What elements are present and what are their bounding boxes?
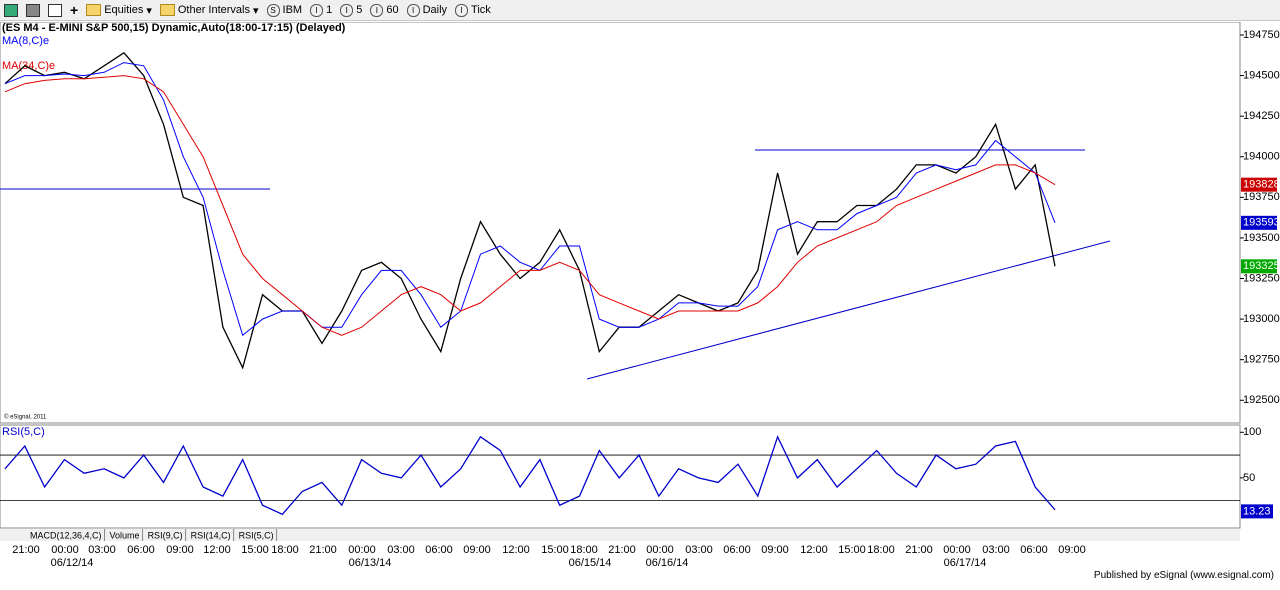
toolbar-label[interactable]: Equities bbox=[104, 4, 144, 16]
watermark: © eSignal, 2011 bbox=[4, 414, 47, 421]
toolbar-label[interactable]: 60 bbox=[386, 4, 399, 16]
x-tick-label: 03:00 bbox=[685, 544, 713, 556]
y-tick-label: 100 bbox=[1243, 426, 1261, 438]
footer: Published by eSignal (www.esignal.com) bbox=[1093, 570, 1274, 581]
y-tick-label: 193500 bbox=[1243, 232, 1280, 244]
price-marker bbox=[1241, 259, 1277, 274]
last-value-marker bbox=[1241, 504, 1273, 519]
toolbar-button[interactable]: I Daily bbox=[406, 3, 448, 17]
x-tick-label: 18:00 bbox=[271, 544, 299, 556]
price-marker-label: 193593 bbox=[1243, 217, 1280, 229]
x-tick-label: 21:00 bbox=[12, 544, 40, 556]
series-line bbox=[4, 62, 1056, 337]
toolbar-button[interactable]: I 60 bbox=[370, 3, 399, 17]
y-tick-label: 192750 bbox=[1243, 354, 1280, 366]
legend-entry: MA(8,C)e bbox=[2, 35, 49, 47]
tab[interactable]: RSI(14,C) bbox=[191, 530, 231, 540]
toolbar-label[interactable]: 5 bbox=[356, 4, 363, 16]
y-tick-label: 192500 bbox=[1243, 394, 1280, 406]
x-date-label: 06/15/14 bbox=[569, 557, 612, 569]
x-tick-label: 09:00 bbox=[166, 544, 194, 556]
price-marker-label: 193828 bbox=[1243, 179, 1280, 191]
y-tick-label: 193250 bbox=[1243, 272, 1280, 284]
toolbar-label[interactable]: 1 bbox=[326, 4, 333, 16]
x-tick-label: 09:00 bbox=[761, 544, 789, 556]
y-tick-label: 193750 bbox=[1243, 191, 1280, 203]
toolbar-button[interactable]: Equities ▾ bbox=[86, 4, 152, 17]
x-tick-label: 00:00 bbox=[646, 544, 674, 556]
tab[interactable]: MACD(12,36,4,C) bbox=[30, 530, 102, 540]
last-value-label: 13.23 bbox=[1243, 505, 1271, 517]
x-tick-label: 12:00 bbox=[800, 544, 828, 556]
y-tick-label: 194500 bbox=[1243, 69, 1280, 81]
y-tick-label: 194750 bbox=[1243, 29, 1280, 41]
x-tick-label: 00:00 bbox=[348, 544, 376, 556]
toolbar-label[interactable]: Daily bbox=[422, 4, 448, 16]
tab[interactable]: RSI(5,C) bbox=[239, 530, 274, 540]
x-tick-label: 03:00 bbox=[387, 544, 415, 556]
tab[interactable]: Volume bbox=[110, 530, 140, 540]
x-tick-label: 18:00 bbox=[570, 544, 598, 556]
chart-area: (ES M4 - E-MINI S&P 500,15) Dynamic,Auto… bbox=[0, 22, 1280, 569]
x-tick-label: 03:00 bbox=[982, 544, 1010, 556]
toolbar-button[interactable]: Other Intervals ▾ bbox=[159, 4, 259, 17]
x-tick-label: 06:00 bbox=[723, 544, 751, 556]
x-tick-label: 12:00 bbox=[203, 544, 231, 556]
x-date-label: 06/16/14 bbox=[646, 557, 689, 569]
y-tick-label: 193000 bbox=[1243, 313, 1280, 325]
series-line bbox=[4, 435, 1056, 516]
y-tick-label: 194000 bbox=[1243, 151, 1280, 163]
x-date-label: 06/17/14 bbox=[944, 557, 987, 569]
x-tick-label: 15:00 bbox=[541, 544, 569, 556]
chart-title: (ES M4 - E-MINI S&P 500,15) Dynamic,Auto… bbox=[2, 22, 346, 34]
price-marker bbox=[1241, 177, 1277, 192]
x-tick-label: 09:00 bbox=[463, 544, 491, 556]
x-date-label: 06/13/14 bbox=[349, 557, 392, 569]
tab-bar bbox=[0, 529, 1240, 541]
drawn-line[interactable] bbox=[586, 240, 1111, 380]
y-tick-label: 194250 bbox=[1243, 110, 1280, 122]
x-tick-label: 06:00 bbox=[127, 544, 155, 556]
x-tick-label: 21:00 bbox=[608, 544, 636, 556]
toolbar-button[interactable]: S IBM bbox=[266, 3, 303, 17]
toolbar-label[interactable]: Tick bbox=[471, 4, 491, 16]
x-tick-label: 09:00 bbox=[1058, 544, 1086, 556]
toolbar-icon[interactable]: + bbox=[70, 2, 79, 18]
toolbar-label[interactable]: IBM bbox=[282, 4, 303, 16]
x-tick-label: 06:00 bbox=[1020, 544, 1048, 556]
x-tick-label: 15:00 bbox=[241, 544, 269, 556]
x-tick-label: 15:00 bbox=[838, 544, 866, 556]
x-tick-label: 03:00 bbox=[88, 544, 116, 556]
toolbar-button[interactable]: I Tick bbox=[455, 3, 491, 17]
x-tick-label: 21:00 bbox=[309, 544, 337, 556]
x-tick-label: 18:00 bbox=[867, 544, 895, 556]
x-tick-label: 06:00 bbox=[425, 544, 453, 556]
x-tick-label: 21:00 bbox=[905, 544, 933, 556]
series-line bbox=[4, 75, 1056, 336]
legend-entry: MA(34,C)e bbox=[2, 60, 55, 72]
toolbar-icon[interactable] bbox=[26, 3, 40, 17]
price-marker-label: 193325 bbox=[1243, 260, 1280, 272]
toolbar-icon[interactable] bbox=[48, 3, 62, 17]
x-date-label: 06/12/14 bbox=[51, 557, 94, 569]
x-tick-label: 00:00 bbox=[943, 544, 971, 556]
panel-title: RSI(5,C) bbox=[2, 426, 45, 438]
x-tick-label: 00:00 bbox=[51, 544, 79, 556]
tab[interactable]: RSI(9,C) bbox=[148, 530, 183, 540]
toolbar-icon[interactable] bbox=[4, 3, 18, 17]
x-tick-label: 12:00 bbox=[502, 544, 530, 556]
price-marker bbox=[1241, 215, 1277, 230]
y-tick-label: 50 bbox=[1243, 472, 1255, 484]
price-panel bbox=[0, 22, 1241, 424]
toolbar-label[interactable]: Other Intervals bbox=[177, 4, 250, 16]
